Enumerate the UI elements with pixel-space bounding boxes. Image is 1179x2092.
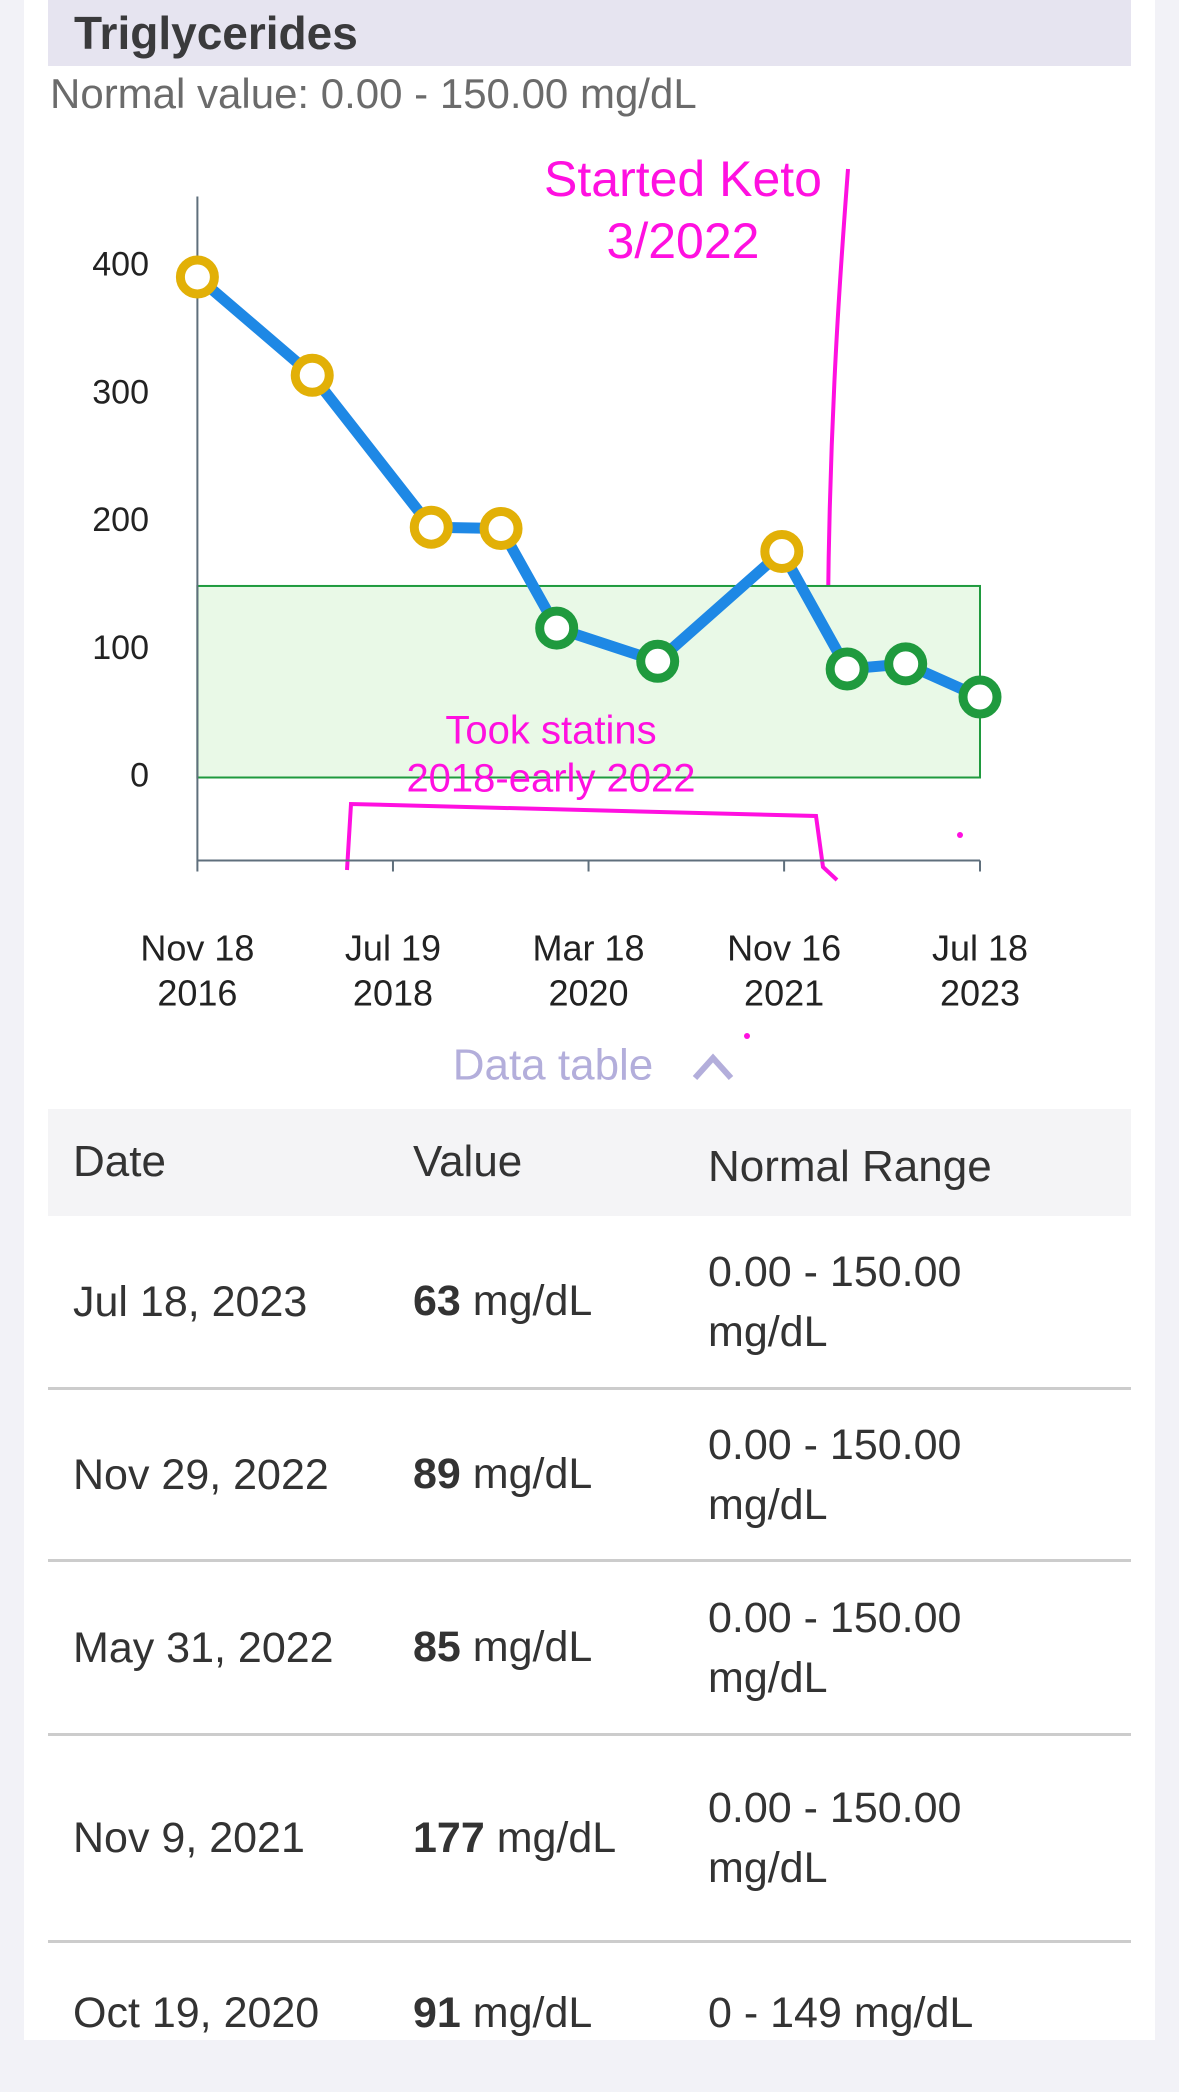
y-tick-label: 300 <box>92 373 149 411</box>
point <box>884 642 928 686</box>
value: 63 <box>413 1277 461 1325</box>
value: 89 <box>413 1450 461 1498</box>
keto-annotation: 3/2022 <box>607 213 760 269</box>
date-cell: May 31, 2022 <box>73 1623 334 1672</box>
table-row: May 31, 2022 85 mg/dL 0.00 - 150.00 mg/dL <box>48 1562 1131 1736</box>
unit: mg/dL <box>472 1623 593 1671</box>
x-tick-label: Jul 19 <box>345 928 441 969</box>
value-cell: 91 mg/dL <box>413 1989 663 2038</box>
y-tick-label: 100 <box>92 629 149 667</box>
chevron[interactable] <box>692 1053 734 1081</box>
stray-dot <box>744 1033 750 1039</box>
point <box>535 606 579 650</box>
unit: mg/dL <box>472 1988 593 2037</box>
value: 91 <box>413 1988 461 2037</box>
point <box>636 639 680 683</box>
date-cell: Nov 9, 2021 <box>73 1814 305 1862</box>
x-tick-label: Jul 18 <box>932 928 1028 969</box>
unit: mg/dL <box>472 1277 593 1325</box>
table-row: Nov 9, 2021 177 mg/dL 0.00 - 150.00 mg/dL <box>48 1736 1131 1943</box>
point <box>290 353 334 397</box>
x-tick-label: Mar 18 <box>533 928 645 969</box>
data-table-toggle[interactable]: Data table <box>453 1041 654 1090</box>
subtitle: Normal value: 0.00 - 150.00 mg/dL <box>50 70 697 117</box>
x-tick-label: Nov 18 <box>140 928 254 969</box>
range-cell: 0.00 - 150.00 mg/dL <box>708 1784 962 1892</box>
point <box>409 505 453 549</box>
title: Triglycerides <box>74 7 358 59</box>
x-tick-label: 2023 <box>940 973 1020 1014</box>
value-cell: 85 mg/dL <box>413 1623 663 1672</box>
value-cell: 63 mg/dL <box>413 1277 663 1326</box>
statins-annotation: Took statins <box>445 709 656 753</box>
point <box>760 529 804 573</box>
y-tick-label: 200 <box>92 501 149 539</box>
keto-annotation: Started Keto <box>544 151 822 207</box>
statins-annotation: 2018-early 2022 <box>406 757 695 801</box>
date-cell: Oct 19, 2020 <box>73 1989 320 2037</box>
header-cell: Value <box>413 1137 523 1186</box>
x-tick-label: 2016 <box>157 973 237 1014</box>
statins-bracket <box>345 801 839 882</box>
data-table: Date Value Normal Range Jul 18, 2023 63 mg/d… <box>48 1109 1131 2040</box>
x-tick-label: 2021 <box>744 973 824 1014</box>
date-cell: Nov 29, 2022 <box>73 1450 329 1499</box>
x-tick-label: 2020 <box>548 973 628 1014</box>
line <box>193 272 983 703</box>
point <box>958 675 1002 719</box>
value-cell: 177 mg/dL <box>413 1814 663 1863</box>
table-row: Nov 29, 2022 89 mg/dL 0.00 - 150.00 mg/dL <box>48 1390 1131 1562</box>
value-cell: 89 mg/dL <box>413 1450 663 1499</box>
stray-dot <box>957 832 963 838</box>
card: Triglycerides Normal value: 0.00 - 150.0… <box>24 0 1155 2040</box>
header-cell: Normal Range <box>708 1142 992 1191</box>
range-cell: 0.00 - 150.00 mg/dL <box>708 1593 962 1702</box>
y-tick-label: 0 <box>130 756 149 794</box>
y-tick-label: 400 <box>92 246 149 284</box>
header-cell: Date <box>73 1137 166 1186</box>
x-tick-label: 2018 <box>353 973 433 1014</box>
point <box>175 255 219 299</box>
date-cell: Jul 18, 2023 <box>73 1277 308 1326</box>
title-bar: Triglycerides <box>48 0 1131 66</box>
keto-marker <box>826 168 850 608</box>
x-tick-label: Nov 16 <box>727 928 841 969</box>
unit: mg/dL <box>472 1450 593 1498</box>
value: 85 <box>413 1623 461 1671</box>
table-row: Jul 18, 2023 63 mg/dL 0.00 - 150.00 mg/dL <box>48 1216 1131 1390</box>
point <box>825 647 869 691</box>
point <box>479 507 523 550</box>
range-cell: 0 - 149 mg/dL <box>708 1989 974 2037</box>
range-cell: 0.00 - 150.00 mg/dL <box>708 1247 962 1356</box>
value: 177 <box>413 1813 485 1862</box>
table-row: Oct 19, 2020 91 mg/dL 0 - 149 mg/dL <box>48 1943 1131 2040</box>
range-cell: 0.00 - 150.00 mg/dL <box>708 1420 962 1529</box>
unit: mg/dL <box>496 1813 617 1862</box>
table-header: Date Value Normal Range <box>48 1109 1131 1216</box>
